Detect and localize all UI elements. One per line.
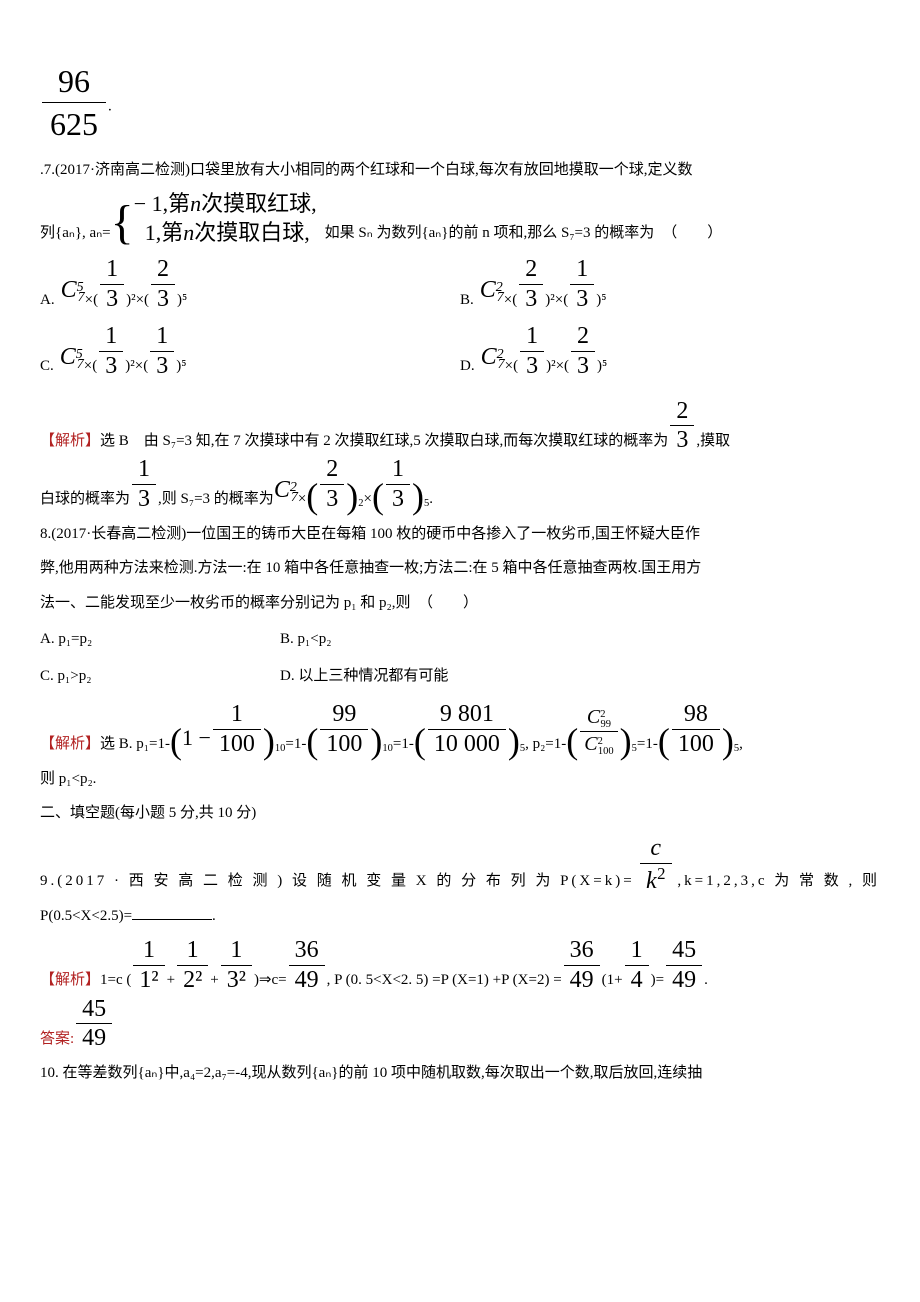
fill-blank — [132, 904, 212, 920]
frac-C99-C100: C299 C2100 — [580, 705, 617, 759]
q8-solution: 【解析】 选 B. p₁=1- ( 1 − 1100 )10 =1- ( 991… — [40, 700, 880, 759]
q8-line2: 弊,他用两种方法来检测.方法一:在 10 箱中各任意抽查一枚;方法二:在 5 箱… — [40, 554, 880, 583]
choice-A: A. C57 ×( 13 )²×( 23 )⁵ — [40, 255, 460, 314]
leftover-fraction: 96 625 . — [40, 60, 880, 146]
q8-choice-A: A. p₁=p₂ — [40, 625, 280, 654]
brace-content: − 1,第n次摸取红球, 1,第n次摸取白球, — [134, 190, 317, 247]
choice-B: B. C27 ×( 23 )²×( 13 )⁵ — [460, 255, 880, 314]
answer-fraction: 4549 — [76, 995, 112, 1054]
brace-line2: 1,第n次摸取白球, — [134, 220, 310, 245]
q7-series-lead: 列{aₙ}, aₙ= — [40, 219, 111, 248]
q9-solution-row1: 【解析】 1=c ( 11² + 12² + 13² )⇒c= 3649 , P… — [40, 936, 880, 995]
answer-label: 答案: — [40, 1025, 74, 1054]
q8-solution-tail: 则 p₁<p₂. — [40, 765, 880, 794]
frac-2-3: 23 — [670, 397, 694, 456]
q8-choice-B: B. p₁<p₂ — [280, 625, 331, 654]
frac-1-3: 13 — [132, 455, 156, 514]
q7-definition-row: 列{aₙ}, aₙ= { − 1,第n次摸取红球, 1,第n次摸取白球, 如果 … — [40, 190, 880, 247]
q8-choices-row1: A. p₁=p₂ B. p₁<p₂ — [40, 625, 880, 654]
comb-C2-7: C27 — [480, 268, 504, 314]
frac-c-ksq: c k2 — [640, 834, 672, 896]
q7-choices-row1: A. C57 ×( 13 )²×( 23 )⁵ B. C27 ×( 23 )²×… — [40, 255, 880, 314]
q7-blank-paren: （ ） — [662, 219, 722, 248]
fraction-96-625: 96 625 — [42, 60, 106, 146]
q8-line1: 8.(2017·长春高二检测)一位国王的铸币大臣在每箱 100 枚的硬币中各掺入… — [40, 520, 880, 549]
period: . — [108, 98, 112, 114]
q9-line1: 9.(2017 · 西 安 高 二 检 测 ) 设 随 机 变 量 X 的 分 … — [40, 834, 880, 896]
choice-C: C. C57 ×( 13 )²×( 13 )⁵ — [40, 322, 460, 381]
q7-choices-row2: C. C57 ×( 13 )²×( 13 )⁵ D. C27 ×( 13 )²×… — [40, 322, 880, 381]
comb-C5-7: C57 — [61, 268, 85, 314]
q8-line3: 法一、二能发现至少一枚劣币的概率分别记为 p₁ 和 p₂,则 （ ） — [40, 589, 880, 618]
q10-text: 10. 在等差数列{aₙ}中,a₄=2,a₇=-4,现从数列{aₙ}的前 10 … — [40, 1059, 880, 1088]
brace-icon: { — [111, 199, 134, 247]
brace-line1: − 1,第n次摸取红球, — [134, 191, 317, 216]
rparen-icon: ) — [346, 478, 358, 514]
solution-label: 【解析】 — [40, 730, 100, 759]
q8-choice-C: C. p₁>p₂ — [40, 662, 280, 691]
q9-answer: 答案: 4549 — [40, 995, 880, 1054]
q8-choice-D: D. 以上三种情况都有可能 — [280, 662, 448, 691]
lparen-icon: ( — [306, 478, 318, 514]
q7-after-brace: 如果 Sₙ 为数列{aₙ}的前 n 项和,那么 S₇=3 的概率为 — [325, 219, 655, 248]
q7-solution-row2: 白球的概率为 13 ,则 S₇=3 的概率为 C27 × ( 23 )2 × (… — [40, 455, 880, 514]
q8-choices-row2: C. p₁>p₂ D. 以上三种情况都有可能 — [40, 662, 880, 691]
section2-header: 二、填空题(每小题 5 分,共 10 分) — [40, 799, 880, 828]
q7-solution-row1: 【解析】 选 B 由 S₇=3 知,在 7 次摸球中有 2 次摸取红球,5 次摸… — [40, 397, 880, 456]
solution-label: 【解析】 — [40, 966, 100, 995]
solution-label: 【解析】 — [40, 427, 100, 456]
choice-D: D. C27 ×( 13 )²×( 23 )⁵ — [460, 322, 880, 381]
q7-line1: .7.(2017·济南高二检测)口袋里放有大小相同的两个红球和一个白球,每次有放… — [40, 156, 880, 185]
q9-line2: P(0.5<X<2.5)=. — [40, 902, 880, 931]
